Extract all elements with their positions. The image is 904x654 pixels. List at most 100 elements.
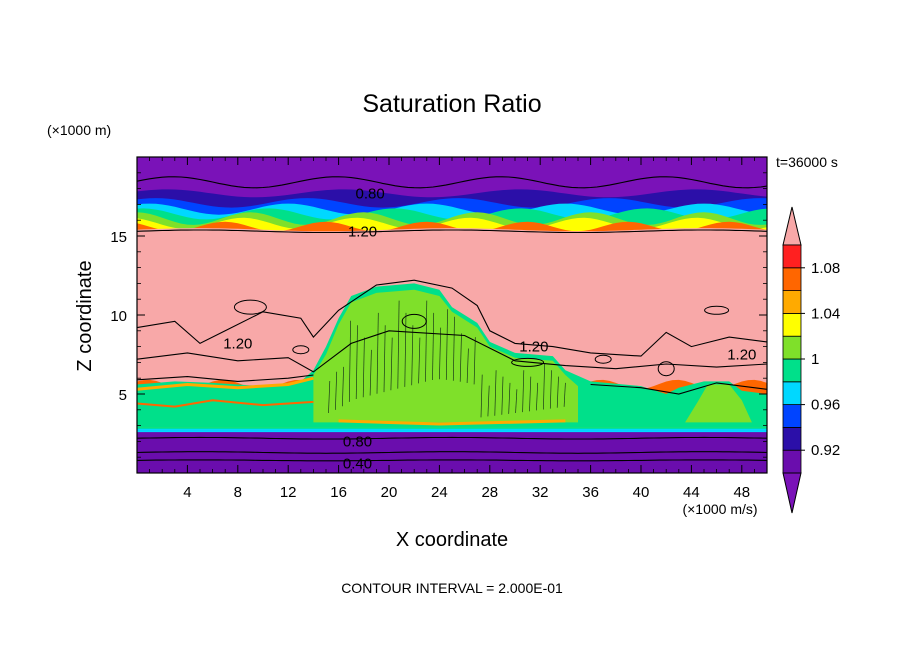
core-streak — [515, 389, 518, 414]
y-axis-label: Z coordinate — [74, 260, 96, 371]
core-streak — [376, 312, 379, 394]
fringe-left — [137, 376, 314, 391]
core-streak — [404, 312, 407, 387]
fringe-left-inner — [137, 399, 314, 408]
contour-interval-note: CONTOUR INTERVAL = 2.000E-01 — [341, 580, 563, 596]
core-streak — [529, 376, 532, 412]
core-streak — [501, 376, 504, 415]
colorbar-segment — [782, 426, 802, 451]
core-streak — [348, 320, 351, 402]
colorbar-segment — [782, 449, 802, 474]
x-tick-label: 16 — [330, 484, 347, 501]
time-label: t=36000 s — [776, 154, 838, 170]
contour-label: 0.40 — [343, 456, 372, 473]
x-tick-label: 8 — [234, 484, 242, 501]
core-streak — [411, 325, 414, 386]
contour-loop — [594, 354, 612, 364]
y-unit-label: (×1000 m) — [47, 122, 111, 138]
cloud-right — [685, 384, 752, 423]
core-streak — [355, 325, 358, 400]
contour-line — [137, 459, 767, 462]
colorbar-under-triangle — [782, 472, 802, 514]
x-tick-label: 32 — [532, 484, 549, 501]
colorbar-label: 0.96 — [811, 397, 840, 414]
contour-labels: 0.80 1.20 1.20 1.20 1.20 0.80 0.40 — [223, 185, 756, 472]
contour-line — [590, 382, 767, 395]
contour-loop — [233, 299, 267, 315]
contour-loop — [511, 357, 545, 367]
x-tick-label: 12 — [280, 484, 297, 501]
core-streak — [362, 337, 365, 398]
core-streak — [432, 312, 435, 381]
colorbar: 1.08 1.04 1 0.96 0.92 — [782, 206, 840, 514]
core-streak — [390, 337, 393, 391]
core-streak — [335, 371, 338, 410]
colorbar-segment — [782, 335, 802, 360]
core-streak — [543, 363, 545, 410]
core-streak — [459, 333, 462, 382]
x-tick-label: 44 — [683, 484, 700, 501]
core-streak — [494, 370, 497, 416]
contour-line — [137, 451, 767, 454]
contour-line — [137, 436, 767, 440]
contour-label: 1.20 — [519, 339, 548, 356]
colorbar-over-triangle — [782, 206, 802, 246]
core-streak — [473, 337, 476, 385]
colorbar-segment — [782, 404, 802, 428]
x-axis-label: X coordinate — [396, 529, 508, 551]
x-axis: 4 8 12 16 20 24 28 32 36 40 44 48 — [149, 157, 755, 501]
colorbar-label: 1 — [811, 351, 819, 368]
colorbar-segment — [782, 381, 802, 405]
colorbar-segment — [782, 267, 802, 291]
contour-line — [137, 374, 314, 382]
core-streak — [439, 327, 442, 380]
contour-label: 1.20 — [223, 335, 252, 352]
core-streak — [549, 370, 552, 409]
core-streak — [536, 382, 539, 411]
core-streak — [452, 316, 455, 381]
colorbar-label: 1.08 — [811, 260, 840, 277]
contour-loop — [292, 345, 310, 355]
core-streak — [328, 380, 331, 414]
colorbar-segment — [782, 358, 802, 383]
core-streak — [487, 385, 490, 417]
contour-loop — [657, 361, 675, 377]
core-streak — [418, 337, 421, 384]
x-tick-label: 4 — [183, 484, 191, 501]
contour-loop — [704, 305, 730, 315]
core-streak — [445, 309, 448, 380]
x-tick-label: 48 — [733, 484, 750, 501]
colorbar-segment — [782, 244, 802, 269]
colorbar-label: 0.92 — [811, 442, 840, 459]
x-tick-label: 36 — [582, 484, 599, 501]
x-tick-label: 24 — [431, 484, 448, 501]
core-streak — [466, 348, 469, 384]
colorbar-segment — [782, 290, 802, 314]
x-tick-label: 20 — [381, 484, 398, 501]
x-unit-label: (×1000 m/s) — [682, 501, 757, 517]
contour-line — [137, 279, 767, 357]
contour-label: 0.80 — [355, 185, 384, 202]
core-streak — [383, 325, 386, 393]
core-streak — [480, 374, 483, 418]
contour-line — [137, 229, 767, 234]
contour-loop — [401, 313, 427, 329]
core-streak — [397, 300, 400, 389]
core-streak — [342, 366, 344, 407]
x-tick-label: 40 — [633, 484, 650, 501]
core-streak — [425, 300, 428, 382]
core-streak — [508, 382, 511, 414]
colorbar-segment — [782, 312, 802, 337]
contour-line — [137, 330, 767, 373]
y-tick-label: 15 — [110, 229, 127, 246]
core-streak — [369, 349, 372, 396]
contour-label: 1.20 — [727, 347, 756, 364]
fringe-core-base — [338, 419, 566, 426]
core-streak — [563, 382, 566, 407]
y-tick-label: 10 — [110, 308, 127, 325]
core-streak — [522, 370, 525, 413]
cloud-core — [313, 289, 578, 423]
chart-title: Saturation Ratio — [362, 90, 541, 118]
contour-line — [137, 176, 767, 189]
